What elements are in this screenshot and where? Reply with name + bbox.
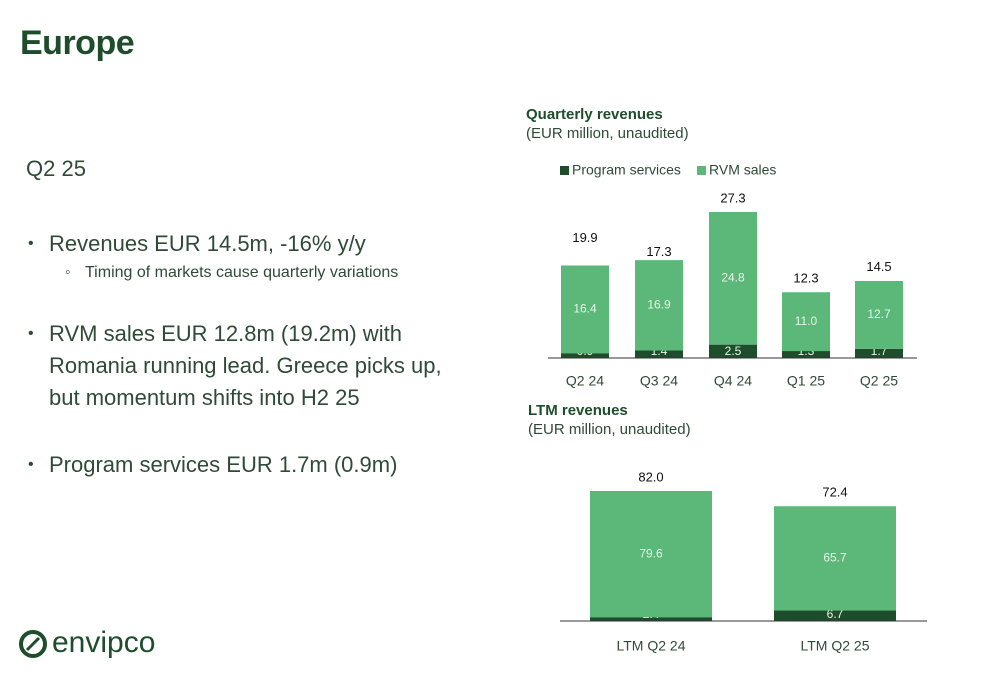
segment-label: 12.7 xyxy=(867,307,891,321)
total-label: 82.0 xyxy=(638,469,663,484)
chart-title: Quarterly revenues xyxy=(526,106,663,123)
bar-segment xyxy=(709,344,757,358)
bar-segment xyxy=(855,280,903,349)
logo-icon xyxy=(19,630,47,658)
bar-segment xyxy=(561,265,609,354)
x-tick-label: Q4 24 xyxy=(714,373,752,389)
segment-label: 6.7 xyxy=(827,607,844,621)
section-title: Q2 25 xyxy=(26,156,86,181)
bullet-text: Revenues EUR 14.5m, -16% y/y xyxy=(49,231,366,256)
segment-label: 16.9 xyxy=(647,297,671,311)
total-label: 27.3 xyxy=(720,190,745,205)
segment-label: 2.5 xyxy=(725,344,742,358)
bar-segment xyxy=(590,491,712,618)
chart-subtitle: (EUR million, unaudited) xyxy=(526,125,689,142)
total-label: 72.4 xyxy=(822,485,847,500)
total-label: 12.3 xyxy=(793,271,818,286)
bar-segment xyxy=(590,617,712,621)
legend-label: RVM sales xyxy=(709,162,776,178)
bullet: RVM sales EUR 12.8m (19.2m) with Romania… xyxy=(28,318,469,414)
total-label: 19.9 xyxy=(572,230,597,245)
legend-label: Program services xyxy=(572,162,681,178)
chart-subtitle: (EUR million, unaudited) xyxy=(528,421,691,438)
bar-segment xyxy=(774,506,896,611)
slide-title: Europe xyxy=(20,24,135,62)
legend-swatch xyxy=(697,166,706,175)
total-label: 14.5 xyxy=(866,259,891,274)
segment-label: 16.4 xyxy=(573,302,597,316)
segment-label: 65.7 xyxy=(823,550,847,564)
x-tick-label: LTM Q2 24 xyxy=(617,638,686,654)
bar-segment xyxy=(782,292,830,352)
x-tick-label: Q3 24 xyxy=(640,373,678,389)
bullet: Revenues EUR 14.5m, -16% y/y Timing of ma… xyxy=(28,228,469,284)
bar-segment xyxy=(709,212,757,345)
chart-title: LTM revenues xyxy=(528,402,628,419)
segment-label: 11.0 xyxy=(795,314,818,328)
bar-segment xyxy=(774,610,896,621)
bar-segment xyxy=(635,260,683,351)
logo-icon-stroke xyxy=(25,636,41,652)
bar-segment xyxy=(635,350,683,358)
logo-text: envipco xyxy=(52,626,155,659)
bar-segment xyxy=(782,351,830,358)
x-tick-label: Q2 25 xyxy=(860,373,898,389)
x-tick-label: Q2 24 xyxy=(566,373,604,389)
bullet-text: RVM sales EUR 12.8m (19.2m) with Romania… xyxy=(49,321,442,410)
legend-swatch xyxy=(560,166,569,175)
x-tick-label: Q1 25 xyxy=(787,373,825,389)
bullet-text: Program services EUR 1.7m (0.9m) xyxy=(49,452,398,477)
bullet: Program services EUR 1.7m (0.9m) xyxy=(28,449,469,481)
segment-label: 24.8 xyxy=(721,270,745,284)
sub-bullet: Timing of markets cause quarterly variat… xyxy=(65,262,469,284)
total-label: 17.3 xyxy=(646,244,671,259)
x-tick-label: LTM Q2 25 xyxy=(801,638,870,654)
bar-segment xyxy=(855,348,903,358)
bar-segment xyxy=(561,353,609,358)
segment-label: 79.6 xyxy=(639,546,663,560)
